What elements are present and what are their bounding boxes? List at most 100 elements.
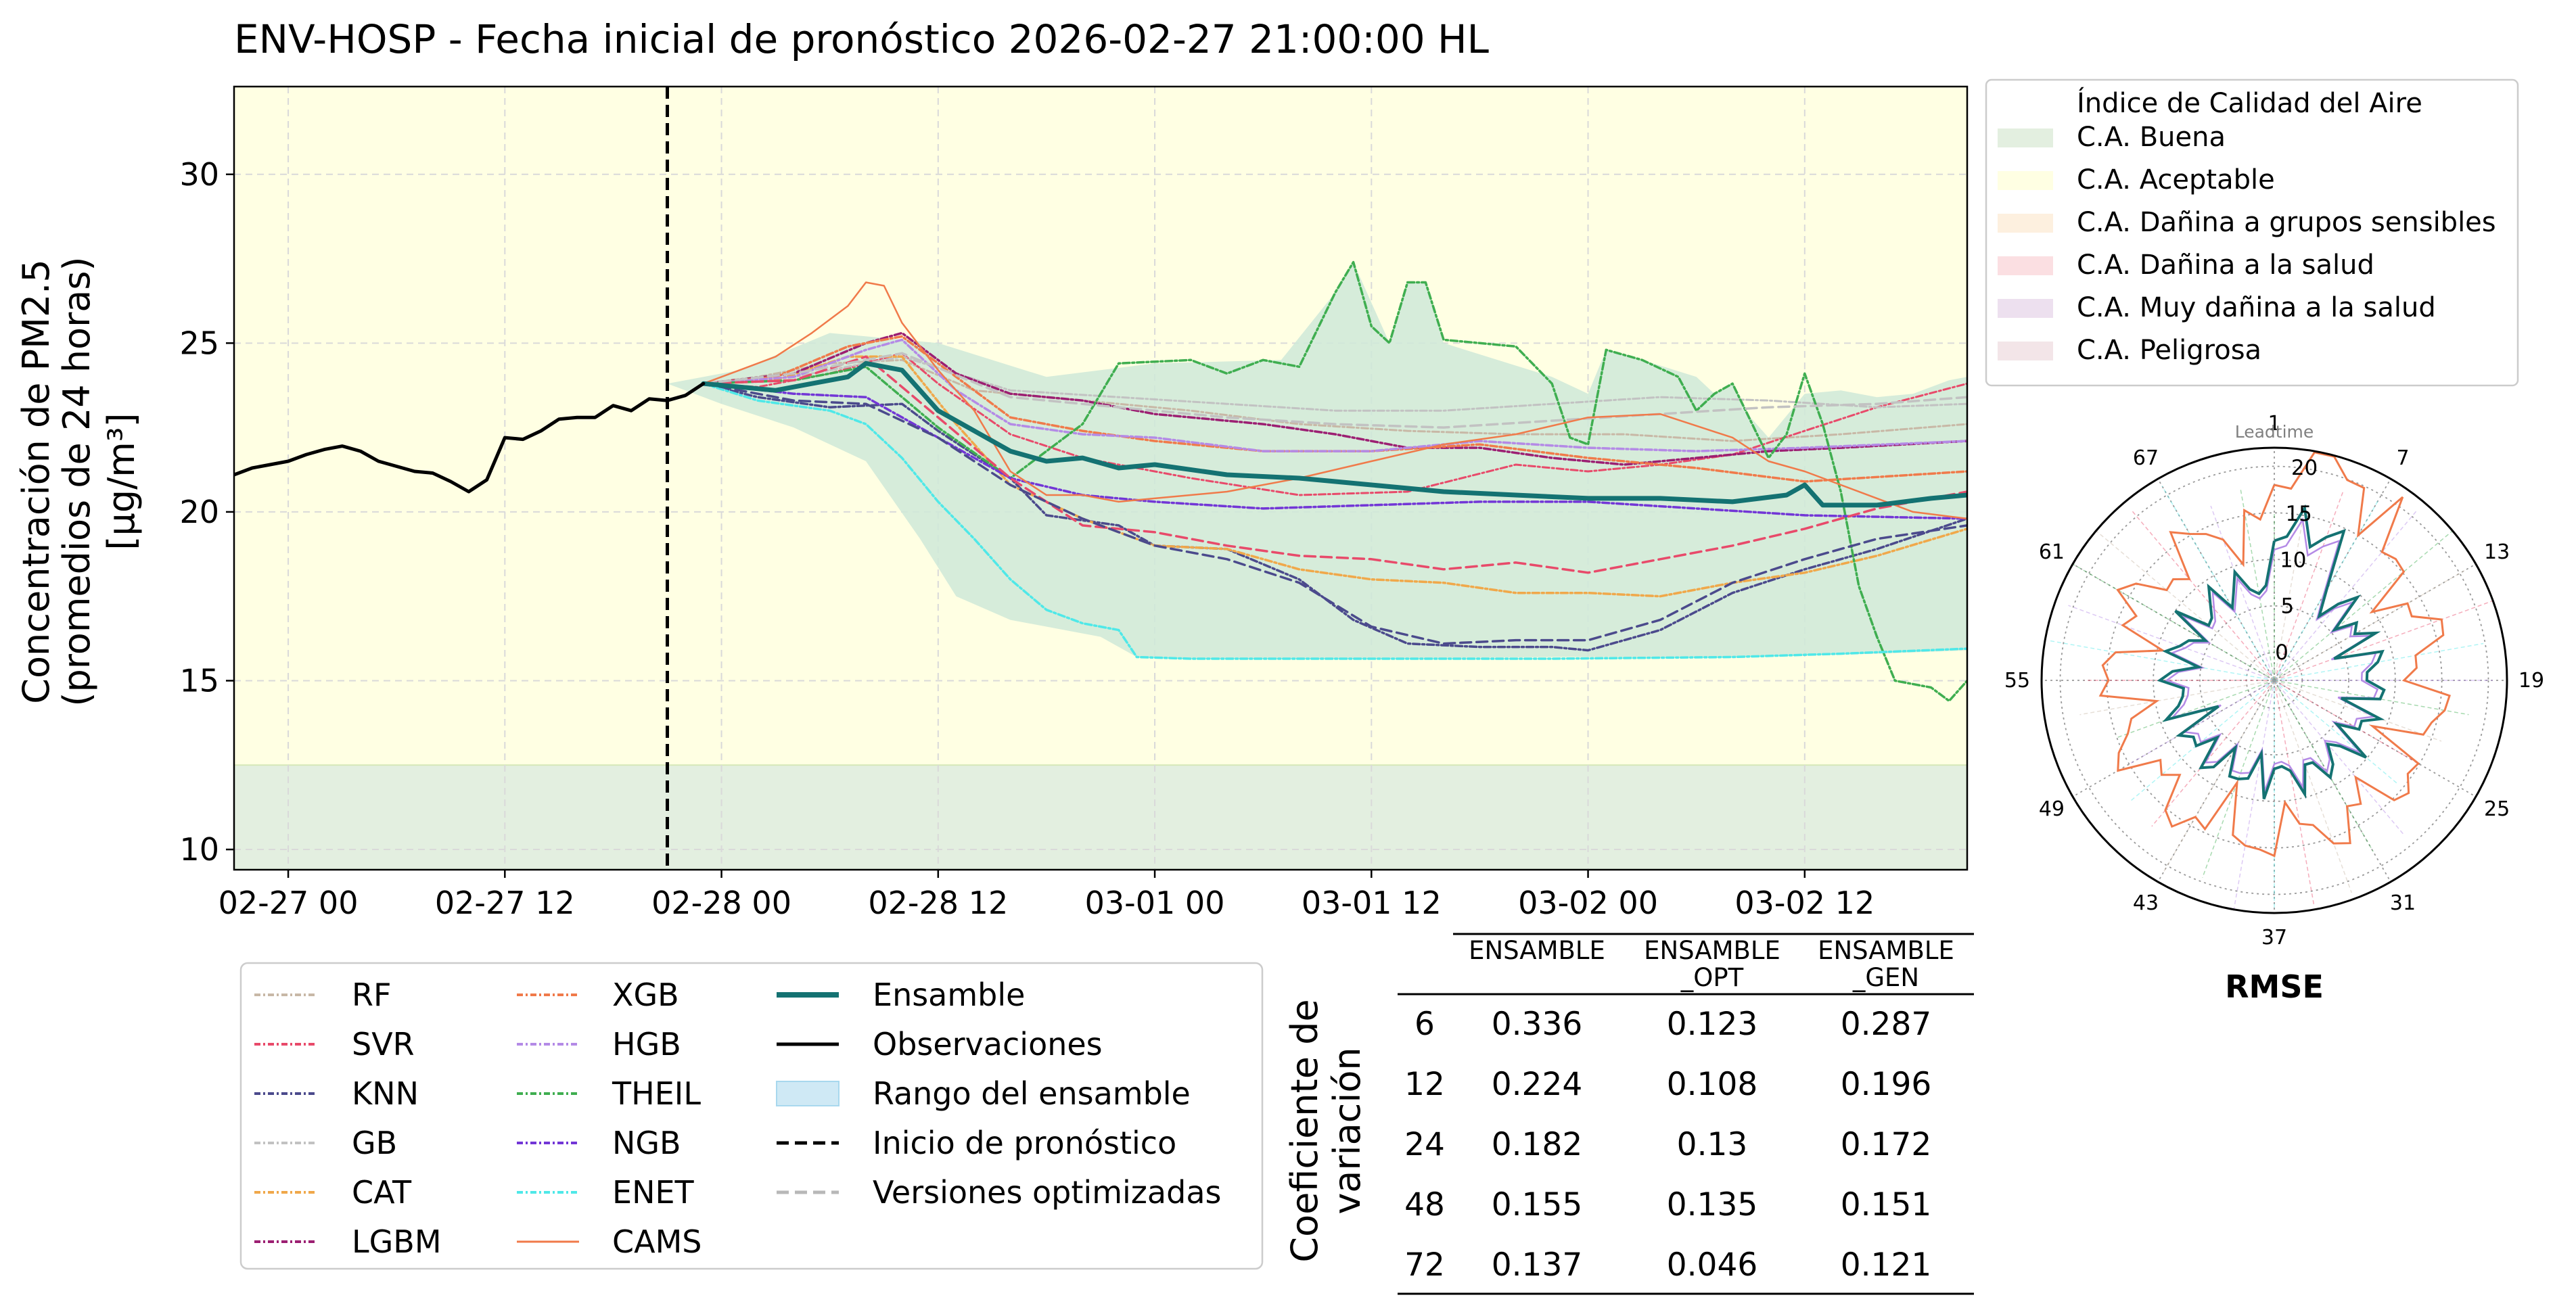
legend-label: GB [352, 1125, 397, 1161]
table-cell: 0.123 [1667, 1006, 1758, 1043]
aqi-swatch [1998, 342, 2053, 360]
aqi-band-0 [234, 765, 1967, 870]
table-row-lead: 72 [1404, 1246, 1445, 1284]
table-cell: 0.151 [1841, 1186, 1932, 1223]
radar-model-spoke [2274, 530, 2454, 681]
radar-model-spoke [2161, 486, 2275, 681]
cv-axis-label-line-1: Coeficiente de [1283, 999, 1326, 1262]
y-tick-label: 20 [179, 494, 219, 530]
table-header-line-1: ENSAMBLE [1644, 936, 1780, 965]
radar-model-spoke [2162, 680, 2275, 874]
radar-model-spoke [2274, 680, 2353, 893]
series-line-cams [702, 281, 1967, 520]
radar-model-spoke [2274, 600, 2493, 681]
radar-r-tick-label: 5 [2281, 594, 2295, 619]
table-cell: 0.287 [1841, 1006, 1932, 1043]
legend-label: SVR [352, 1026, 415, 1062]
plot-frame [233, 85, 1969, 871]
aqi-legend: Índice de Calidad del Aire C.A. BuenaC.A… [1985, 78, 2519, 387]
radar-angle-label: 13 [2484, 540, 2510, 564]
legend-label: LGBM [352, 1223, 442, 1260]
y-axis-label-line-3: [μg/m³] [100, 413, 143, 550]
x-tick-label: 02-27 00 [218, 885, 359, 921]
table-header-line-2: _OPT [1680, 963, 1744, 992]
radar-model-spoke [2130, 680, 2275, 802]
main-timeseries-chart: 02-27 00 02-27 12 02-28 00 02-28 12 03-01 00… [15, 85, 1969, 921]
legend-label: Ensamble [873, 977, 1025, 1013]
radar-model-spoke [2049, 640, 2275, 681]
series-line-observaciones [234, 381, 706, 494]
y-tick-label: 30 [179, 156, 219, 193]
radar-angle-labels: 1 7 13 19 25 31 37 43 49 55 61 67 [2004, 412, 2544, 950]
series-line-gb-opt [702, 352, 1967, 429]
x-tick-label: 03-02 00 [1518, 885, 1658, 921]
series-line-enet [702, 382, 1967, 660]
legend-label: Inicio de pronóstico [873, 1125, 1176, 1161]
radar-grid-circle [2059, 465, 2489, 895]
series-legend: RF SVR KNN GB CAT LGBM XGB HGB THEIL NGB ENET CAMS E… [239, 962, 1264, 1270]
table-cell: 0.336 [1492, 1006, 1583, 1043]
radar-model-spoke [2210, 505, 2275, 681]
radar-angle-label: 37 [2261, 926, 2287, 950]
radar-rmse-chart: 1 7 13 19 25 31 37 43 49 55 61 67 0 5 10 15 20 Leadtime… [2004, 412, 2544, 1005]
table-cell: 0.135 [1667, 1186, 1758, 1223]
radar-series-models [2165, 517, 2379, 793]
series-line-knn [702, 382, 1967, 652]
radar-angle-label: 25 [2484, 797, 2510, 821]
legend-label: ENET [612, 1174, 695, 1211]
table-row-lead: 24 [1404, 1126, 1445, 1163]
cv-table: Coeficiente de variación ENSAMBLE ENSAMBL… [1283, 933, 1974, 1295]
series-legend-frame [239, 962, 1264, 1270]
radar-model-spoke [2274, 570, 2465, 681]
radar-angle-label: 19 [2518, 669, 2544, 693]
radar-r-tick-label: 20 [2291, 456, 2318, 480]
radar-angle-label: 61 [2039, 540, 2065, 564]
x-tick-label: 03-01 12 [1302, 885, 1442, 921]
legend-label: NGB [612, 1125, 681, 1161]
series-line-ngb [702, 382, 1967, 520]
series-legend-items: RF SVR KNN GB CAT LGBM XGB HGB THEIL NGB ENET CAMS E… [254, 977, 1221, 1260]
radar-model-spoke [2274, 642, 2484, 681]
radar-r-tick-label: 15 [2285, 502, 2312, 526]
table-cell: 0.046 [1667, 1246, 1758, 1284]
aqi-swatch [1998, 128, 2053, 147]
table-header-line-2: _GEN [1852, 963, 1919, 992]
legend-label: CAT [352, 1174, 412, 1211]
series-line-svr [702, 352, 1967, 496]
radar-grid [2042, 448, 2507, 913]
aqi-swatch [1998, 256, 2053, 275]
radar-series-cams [2098, 451, 2451, 858]
legend-label: THEIL [612, 1075, 701, 1112]
legend-label: CAMS [612, 1223, 702, 1260]
table-cell: 0.224 [1492, 1066, 1583, 1103]
table-body: 6 0.336 0.123 0.287 12 0.224 0.108 0.196 24 0.182… [1404, 1006, 1931, 1284]
aqi-legend-label: C.A. Peligrosa [2077, 335, 2261, 366]
aqi-legend-label: C.A. Buena [2077, 122, 2226, 153]
y-tick-label: 10 [179, 831, 219, 868]
legend-label: KNN [352, 1075, 419, 1112]
radar-model-spoke [2274, 680, 2442, 742]
radar-model-spoke [2151, 680, 2275, 827]
series-line-knn-opt [702, 382, 1967, 645]
radar-spoke [2274, 478, 2391, 681]
y-axis-ticks: 10 15 20 25 30 [179, 156, 234, 868]
legend-label: RF [352, 977, 391, 1013]
legend-label: XGB [612, 977, 679, 1013]
y-tick-label: 15 [179, 662, 219, 699]
aqi-legend-items: C.A. Buena C.A. Aceptable C.A. Dañina a gr… [1998, 122, 2496, 366]
radar-outer-frame [2040, 446, 2508, 914]
radar-model-spoke [2095, 530, 2275, 681]
radar-angle-label: 1 [2268, 412, 2280, 436]
radar-r-tick-label: 0 [2275, 640, 2288, 665]
aqi-legend-label: C.A. Dañina a la salud [2077, 250, 2374, 281]
radar-spoke [2072, 680, 2275, 797]
radar-spoke [2274, 563, 2477, 681]
x-tick-label: 02-28 12 [868, 885, 1008, 921]
radar-model-spoke [2274, 511, 2417, 681]
radar-model-spoke [2233, 680, 2275, 910]
radar-spoke [2274, 680, 2477, 797]
aqi-legend-label: C.A. Muy dañina a la salud [2077, 292, 2436, 323]
y-axis-label-line-1: Concentración de PM2.5 [15, 259, 58, 703]
radar-r-ticks: 0 5 10 15 20 [2275, 456, 2318, 665]
radar-r-tick-label: 10 [2280, 548, 2306, 572]
